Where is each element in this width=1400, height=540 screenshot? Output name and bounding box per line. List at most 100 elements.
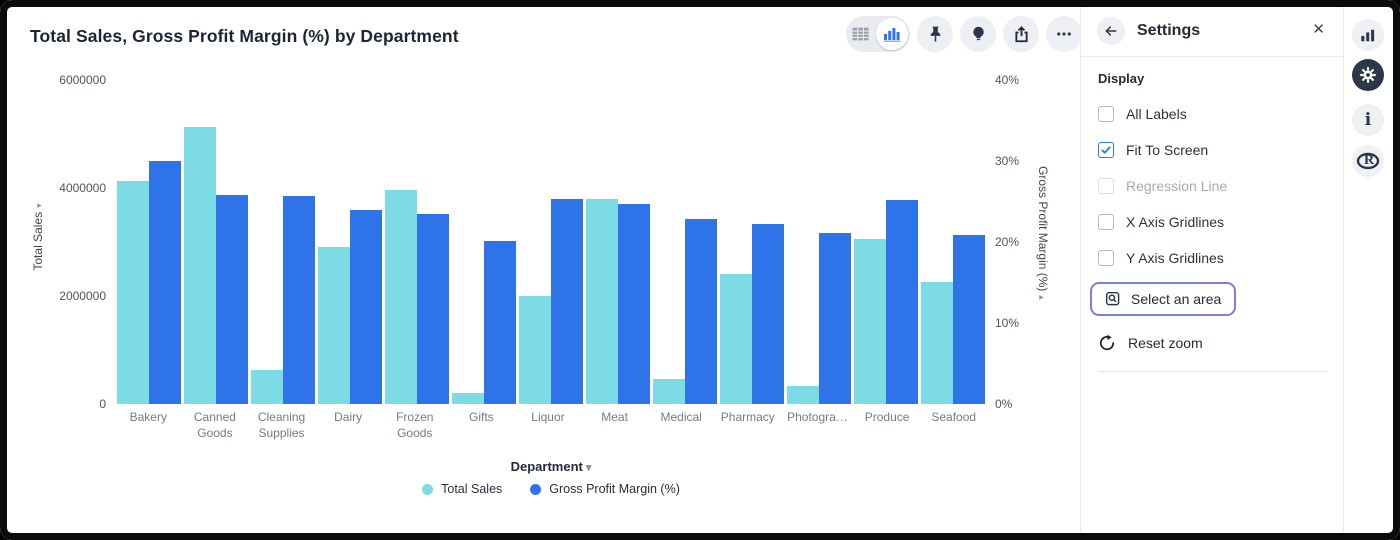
bar-group[interactable]	[853, 80, 920, 404]
x-axis-label: Dairy	[334, 410, 363, 424]
plot-area[interactable]	[115, 80, 987, 404]
checkbox-row-all-labels[interactable]: All Labels	[1098, 96, 1327, 132]
x-axis-label: Seafood	[931, 410, 977, 424]
legend-label: Gross Profit Margin (%)	[549, 482, 680, 496]
bar-group[interactable]	[652, 80, 719, 404]
x-axis-label: Medical	[660, 410, 702, 424]
x-axis-label: Pharmacy	[720, 410, 775, 424]
bar-total-sales[interactable]	[451, 393, 484, 404]
bar-total-sales[interactable]	[787, 386, 820, 404]
bar-group[interactable]	[115, 80, 182, 404]
x-axis-label: Meat	[601, 410, 628, 424]
legend-item[interactable]: Gross Profit Margin (%)	[530, 482, 680, 496]
checkbox[interactable]	[1098, 214, 1114, 230]
reset-zoom-button[interactable]: Reset zoom	[1098, 327, 1327, 359]
checkbox-row-fit-to-screen[interactable]: Fit To Screen	[1098, 132, 1327, 168]
bar-gross-profit-margin[interactable]	[685, 219, 718, 404]
element-icon-rail: i R	[1344, 6, 1392, 534]
bar-group[interactable]	[786, 80, 853, 404]
x-axis-title[interactable]: Department ▾	[510, 459, 592, 474]
explore-button[interactable]	[960, 16, 996, 52]
checkbox	[1098, 178, 1114, 194]
bar-total-sales[interactable]	[317, 247, 350, 404]
settings-panel: Settings ✕ Display All Labels Fit To Scre…	[1080, 6, 1344, 534]
arrow-left-icon	[1105, 26, 1117, 36]
y-axis-left-title[interactable]: Total Sales▸	[31, 200, 45, 271]
legend-swatch	[422, 483, 434, 495]
y-axis-right-title[interactable]: Gross Profit Margin (%)◂	[1036, 166, 1050, 304]
table-view-icon[interactable]	[846, 27, 874, 41]
view-toggle[interactable]	[846, 16, 910, 52]
axis-sort-arrow: ◂	[1039, 293, 1044, 304]
bar-gross-profit-margin[interactable]	[483, 241, 516, 404]
bar-gross-profit-margin[interactable]	[886, 199, 919, 404]
legend-item[interactable]: Total Sales	[422, 482, 502, 496]
chart-title: Total Sales, Gross Profit Margin (%) by …	[30, 26, 459, 46]
close-button[interactable]: ✕	[1312, 21, 1325, 38]
checkbox-label: Regression Line	[1126, 178, 1228, 194]
settings-header: Settings ✕	[1081, 6, 1343, 57]
bar-group[interactable]	[316, 80, 383, 404]
bar-group[interactable]	[249, 80, 316, 404]
checkbox-label: All Labels	[1126, 106, 1187, 122]
chevron-down-icon: ▾	[585, 462, 592, 474]
checkbox[interactable]	[1098, 250, 1114, 266]
export-icon	[1014, 25, 1028, 42]
bar-total-sales[interactable]	[586, 198, 619, 404]
bar-gross-profit-margin[interactable]	[349, 209, 382, 404]
bar-total-sales[interactable]	[720, 273, 753, 404]
bar-gross-profit-margin[interactable]	[416, 214, 449, 404]
bar-gross-profit-margin[interactable]	[215, 195, 248, 404]
checkbox[interactable]	[1098, 142, 1114, 158]
bar-gross-profit-margin[interactable]	[551, 199, 583, 404]
divider	[1098, 371, 1328, 372]
ellipsis-icon	[1057, 32, 1071, 36]
bar-gross-profit-margin[interactable]	[618, 203, 651, 404]
chart-element-button[interactable]	[1352, 19, 1384, 51]
bar-gross-profit-margin[interactable]	[282, 195, 315, 404]
bar-group[interactable]	[517, 80, 584, 404]
y-tick-label: 4000000	[59, 181, 106, 195]
checkbox-row-y-axis-gridlines[interactable]: Y Axis Gridlines	[1098, 240, 1327, 276]
bar-total-sales[interactable]	[116, 180, 149, 404]
chart-view-icon[interactable]	[876, 18, 908, 50]
export-button[interactable]	[1003, 16, 1039, 52]
bar-group[interactable]	[585, 80, 652, 404]
x-axis-label: Liquor	[531, 410, 565, 424]
select-area-button[interactable]: Select an area	[1090, 282, 1237, 316]
display-section-label: Display	[1098, 71, 1145, 86]
bar-total-sales[interactable]	[854, 238, 887, 404]
bar-total-sales[interactable]	[519, 296, 551, 404]
reset-zoom-label: Reset zoom	[1128, 335, 1203, 351]
settings-button[interactable]	[1352, 59, 1384, 91]
y-tick-label: 10%	[995, 316, 1020, 330]
bar-gross-profit-margin[interactable]	[752, 224, 785, 404]
bar-group[interactable]	[450, 80, 517, 404]
y-tick-label: 40%	[995, 73, 1020, 87]
more-options-button[interactable]	[1046, 16, 1082, 52]
bar-group[interactable]	[182, 80, 249, 404]
legend-swatch	[530, 483, 542, 495]
bar-chart-icon	[1361, 29, 1375, 41]
back-button[interactable]	[1097, 17, 1125, 45]
bar-gross-profit-margin[interactable]	[148, 161, 181, 404]
bar-total-sales[interactable]	[250, 369, 283, 404]
bar-total-sales[interactable]	[921, 281, 954, 404]
bar-total-sales[interactable]	[384, 190, 417, 404]
bar-gross-profit-margin[interactable]	[819, 233, 852, 404]
bar-group[interactable]	[719, 80, 786, 404]
pin-button[interactable]	[917, 16, 953, 52]
r-analytics-button[interactable]: R	[1352, 145, 1384, 177]
x-axis-label: Bakery	[129, 410, 167, 424]
y-tick-label: 2000000	[59, 289, 106, 303]
select-area-label: Select an area	[1131, 291, 1222, 307]
checkbox-row-x-axis-gridlines[interactable]: X Axis Gridlines	[1098, 204, 1327, 240]
x-axis-label: Canned Goods	[193, 410, 236, 440]
checkbox[interactable]	[1098, 106, 1114, 122]
bar-group[interactable]	[383, 80, 450, 404]
bar-total-sales[interactable]	[183, 126, 216, 404]
bar-group[interactable]	[920, 80, 987, 404]
bar-total-sales[interactable]	[653, 379, 686, 404]
info-button[interactable]: i	[1352, 104, 1384, 136]
bar-gross-profit-margin[interactable]	[953, 234, 986, 404]
